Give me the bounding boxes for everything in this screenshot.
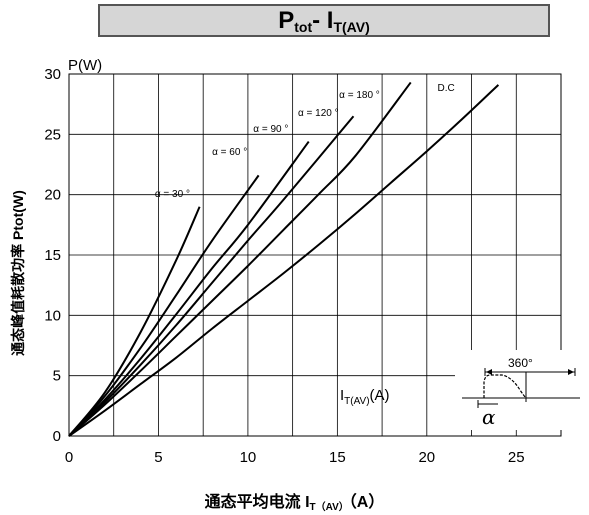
inset-wave	[483, 374, 527, 399]
x-tick-label: 0	[65, 449, 73, 466]
curves	[68, 81, 500, 437]
chart-title: Ptot- IT(AV)	[98, 4, 550, 37]
curve-series	[68, 115, 355, 437]
curve-label: α = 60 °	[212, 147, 247, 158]
inset-background	[455, 350, 589, 430]
x-unit-main: I	[340, 387, 344, 404]
x-axis-label: 通态平均电流 IT（AV）（A）	[0, 488, 589, 513]
curve-label: D.C	[438, 83, 455, 94]
x-unit-tail: (A)	[370, 387, 390, 404]
curve-series	[68, 174, 260, 437]
x-axis-label-tail: （A）	[348, 494, 385, 511]
inset-span-ends	[484, 368, 576, 376]
x-tick-label: 20	[418, 449, 435, 466]
y-unit-label: P(W)	[68, 57, 102, 74]
curve-label: α = 30 °	[155, 189, 190, 200]
x-tick-label: 15	[329, 449, 346, 466]
inset-angle-label: 360°	[508, 356, 533, 370]
curve-label: α = 120 °	[298, 108, 339, 119]
title-main: P	[278, 7, 295, 34]
x-unit-sub: T(AV)	[344, 396, 369, 407]
curve-series	[68, 206, 201, 437]
y-tick-label: 10	[44, 307, 61, 324]
curve-label: α = 180 °	[339, 90, 380, 101]
x-unit-label: IT(AV)(A)	[340, 387, 390, 407]
x-axis-label-main: 通态平均电流 I	[204, 494, 310, 511]
title-dash: - I	[312, 7, 334, 34]
x-axis-label-sub: T（AV）	[309, 502, 349, 513]
inset-alpha-label: α	[482, 405, 496, 429]
tick-labels: 0 5 10 15 20 25 0 5 10 15 20 25 30	[44, 66, 524, 466]
y-tick-label: 20	[44, 187, 61, 204]
waveform-inset: 360° α	[455, 350, 589, 430]
x-tick-label: 25	[508, 449, 525, 466]
y-tick-label: 15	[44, 247, 61, 264]
y-tick-label: 25	[44, 126, 61, 143]
y-tick-label: 30	[44, 66, 61, 83]
curve-series	[68, 81, 412, 437]
x-tick-label: 10	[240, 449, 257, 466]
title-main-sub: tot	[294, 19, 313, 35]
title-dash-sub: T(AV)	[333, 19, 370, 35]
y-tick-label: 5	[53, 368, 61, 385]
curve-label: α = 90 °	[253, 124, 288, 135]
curve-series	[68, 140, 310, 437]
y-tick-label: 0	[53, 428, 61, 445]
curve-series	[68, 84, 500, 437]
x-tick-label: 5	[154, 449, 162, 466]
curve-labels: α = 30 ° α = 60 ° α = 90 ° α = 120 °α = 180…	[155, 83, 455, 200]
